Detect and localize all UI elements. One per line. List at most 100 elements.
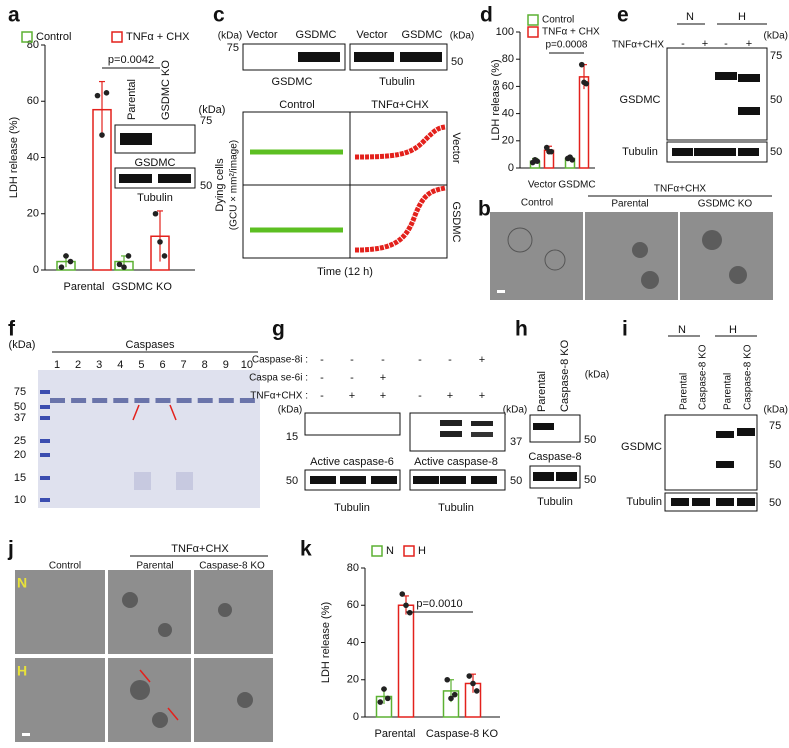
band [738, 107, 760, 115]
band [533, 423, 554, 430]
band [694, 148, 715, 156]
cell [544, 249, 566, 271]
label: Control [542, 15, 574, 26]
label: Parental [136, 561, 173, 572]
label: - [350, 372, 354, 384]
label: j [7, 538, 14, 561]
band [716, 498, 734, 506]
label: Caspase-8 [528, 451, 581, 463]
curve [354, 124, 446, 160]
blot [664, 414, 758, 491]
band [310, 476, 336, 484]
band [413, 476, 439, 484]
cell [130, 680, 150, 700]
ladder-band [40, 453, 50, 457]
label: Parental [679, 373, 690, 410]
data-point [406, 609, 413, 616]
data-point [67, 258, 74, 265]
label: Tubulin [537, 496, 573, 508]
micrograph [585, 212, 678, 300]
bar [397, 604, 415, 718]
label: p=0.0008 [546, 40, 588, 51]
legend-swatch [371, 545, 383, 557]
label: N [17, 575, 27, 591]
data-point [161, 253, 168, 259]
label: 9 [223, 359, 229, 371]
label: 50 [451, 56, 463, 68]
label: Tubulin [379, 76, 415, 88]
cell [158, 623, 172, 637]
label: c [213, 4, 225, 27]
label: a [8, 4, 20, 27]
label: - [381, 354, 385, 366]
label: - [418, 390, 422, 402]
ladder-band [40, 498, 50, 502]
blot [664, 492, 758, 512]
label: 10 [14, 494, 26, 506]
label: - [320, 372, 324, 384]
band [716, 461, 734, 468]
label: 80 [347, 562, 359, 574]
label: LDH release (%) [320, 602, 332, 683]
gel-band [113, 398, 129, 403]
label: (kDa) [450, 31, 474, 42]
label: 60 [347, 599, 359, 611]
cell [632, 242, 648, 258]
data-point [103, 90, 110, 96]
data-point [63, 253, 69, 259]
band [440, 476, 466, 484]
label: Vector [528, 180, 557, 191]
label: 5 [138, 359, 144, 371]
label: f [8, 318, 16, 341]
data-point [578, 61, 585, 68]
rule [169, 404, 177, 421]
label: Parental [126, 79, 138, 120]
ladder-band [40, 416, 50, 420]
micrograph [490, 212, 583, 300]
legend-swatch [21, 31, 33, 43]
label: Tubulin [438, 502, 474, 514]
label: 6 [159, 359, 165, 371]
label: Parental [536, 371, 548, 412]
label: 50 [286, 475, 298, 487]
label: 3 [96, 359, 102, 371]
label: + [380, 390, 386, 402]
data-point [470, 680, 476, 687]
label: TNFα + CHX [542, 27, 600, 38]
label: H [738, 11, 746, 23]
cell [729, 266, 747, 284]
band [471, 476, 497, 484]
bar [578, 76, 590, 169]
label: 7 [181, 359, 187, 371]
label: 2 [75, 359, 81, 371]
label: + [746, 38, 752, 50]
label: 15 [286, 431, 298, 443]
label: Control [36, 31, 71, 43]
rule [139, 669, 151, 683]
band [715, 148, 736, 156]
label: (kDa) [218, 31, 242, 42]
ladder-band [40, 439, 50, 443]
label: LDH release (%) [8, 117, 20, 198]
label: 50 [770, 94, 782, 106]
label: Dying cells [214, 158, 226, 212]
label: + [479, 354, 485, 366]
gel-band [155, 398, 171, 403]
label: Parental [64, 281, 105, 293]
label: 60 [502, 80, 514, 92]
legend-swatch [403, 545, 415, 557]
band [715, 72, 737, 80]
smear [134, 472, 151, 490]
label: 20 [14, 449, 26, 461]
label: LDH release (%) [490, 59, 502, 140]
data-point [94, 92, 101, 99]
label: g [272, 318, 285, 341]
label: TNFα+CHX [371, 99, 429, 111]
label: Tubulin [137, 192, 173, 204]
label: 60 [27, 95, 39, 107]
label: Vector [246, 29, 278, 41]
label: 40 [502, 108, 514, 120]
label: - [418, 354, 422, 366]
band [737, 428, 755, 436]
label: Caspase-8 KO [426, 728, 499, 740]
